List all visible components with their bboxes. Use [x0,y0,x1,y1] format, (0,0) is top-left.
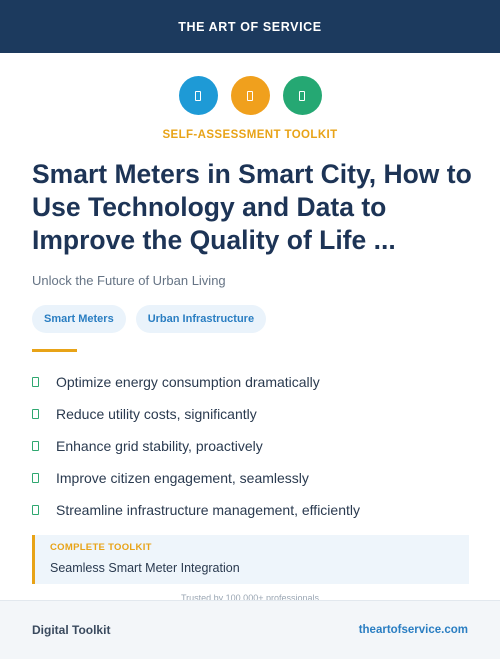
check-icon [32,409,39,419]
callout-label: COMPLETE TOOLKIT [50,542,152,553]
feature-text: Streamline infrastructure management, ef… [56,502,360,518]
toolkit-callout: COMPLETE TOOLKIT Seamless Smart Meter In… [32,535,469,584]
green-circle-icon [282,76,322,115]
brand-name: THE ART OF SERVICE [178,19,322,34]
tag-list: Smart Meters Urban Infrastructure [32,305,267,333]
check-icon [32,505,39,515]
list-item: Enhance grid stability, proactively [32,430,360,462]
page-title: Smart Meters in Smart City, How to Use T… [32,159,472,255]
eyebrow-label: SELF-ASSESSMENT TOOLKIT [162,129,338,141]
feature-text: Improve citizen engagement, seamlessly [56,470,309,486]
callout-text: Seamless Smart Meter Integration [50,561,240,575]
list-item: Improve citizen engagement, seamlessly [32,462,360,494]
tag-smart-meters: Smart Meters [32,305,126,333]
check-icon [32,377,39,387]
footer-bar: Digital Toolkit theartofservice.com [0,600,500,659]
check-icon [32,473,39,483]
orange-circle-icon [230,76,270,115]
tag-urban-infrastructure: Urban Infrastructure [135,305,267,333]
footer-label: Digital Toolkit [32,623,111,637]
check-icon [32,441,39,451]
list-item: Reduce utility costs, significantly [32,398,360,430]
icon-row [0,76,500,115]
header-bar: THE ART OF SERVICE [0,0,500,53]
feature-text: Reduce utility costs, significantly [56,406,257,422]
list-item: Optimize energy consumption dramatically [32,366,360,398]
trusted-note: Trusted by 100,000+ professionals [180,593,319,600]
list-item: Streamline infrastructure management, ef… [32,494,360,526]
feature-text: Optimize energy consumption dramatically [56,374,320,390]
footer-link[interactable]: theartofservice.com [358,624,468,636]
feature-text: Enhance grid stability, proactively [56,438,263,454]
accent-divider [32,349,77,352]
subtitle: Unlock the Future of Urban Living [32,273,226,288]
blue-circle-icon [178,76,218,115]
feature-list: Optimize energy consumption dramatically… [32,366,360,526]
